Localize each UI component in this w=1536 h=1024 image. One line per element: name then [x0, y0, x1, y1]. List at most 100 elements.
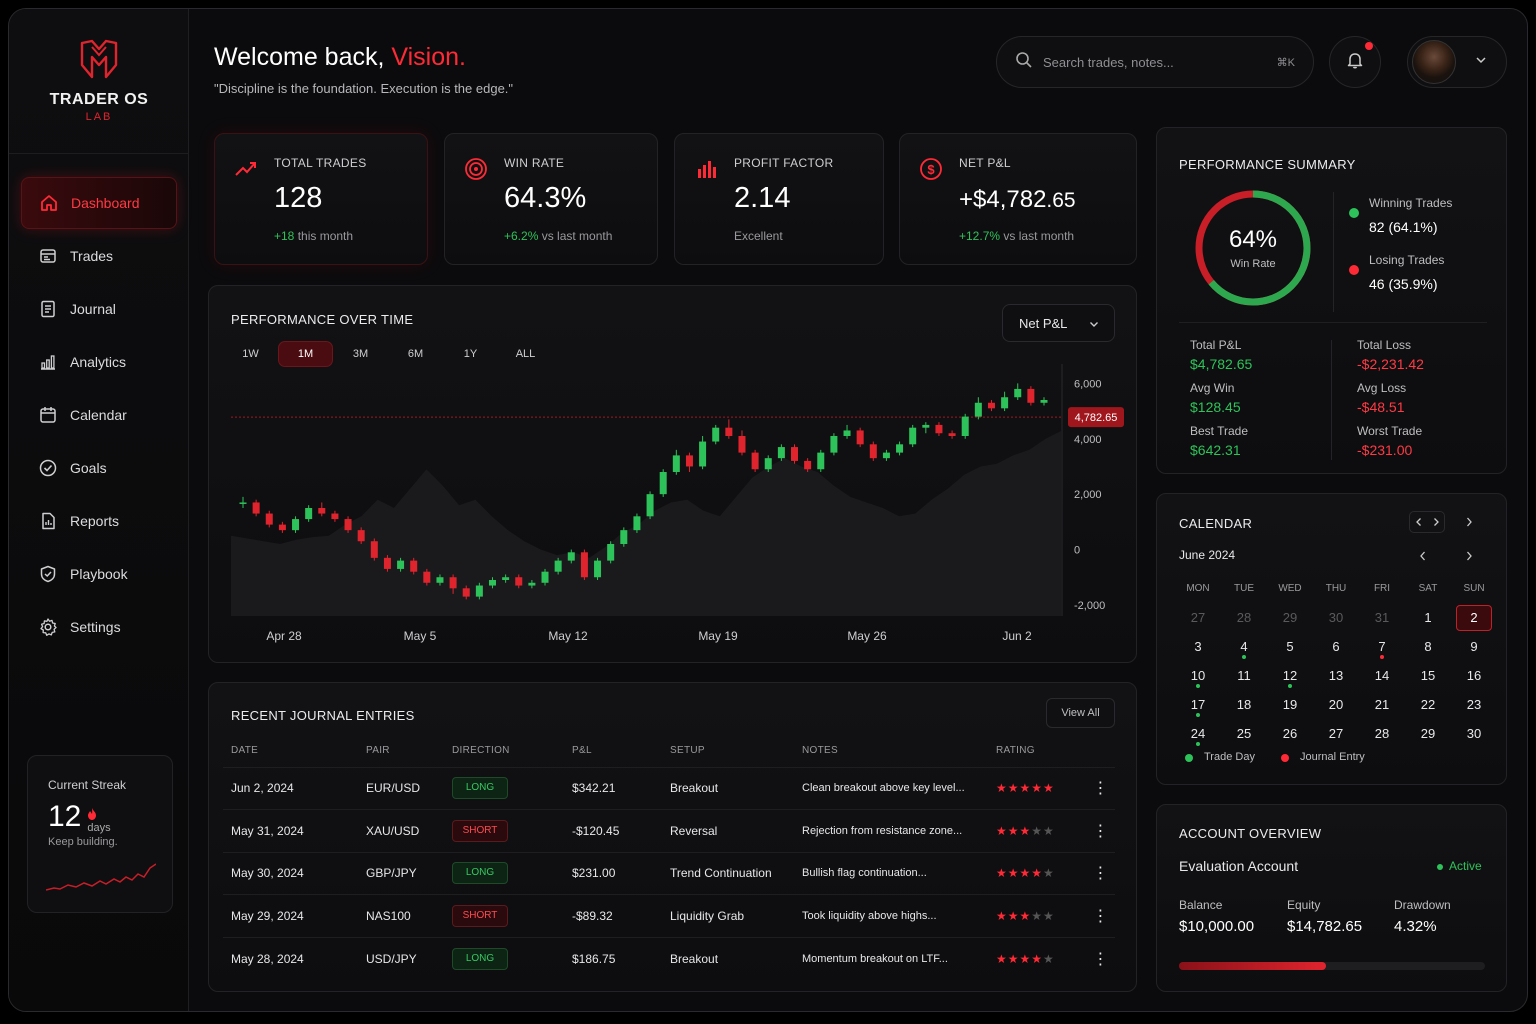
candle-body [646, 494, 654, 517]
candle-body [974, 402, 982, 417]
search-input[interactable] [1043, 54, 1277, 70]
sidebar-item-dashboard[interactable]: Dashboard [21, 177, 177, 229]
status-dot [1437, 864, 1443, 870]
calendar-day[interactable]: 27 [1175, 610, 1221, 625]
sidebar-item-analytics[interactable]: Analytics [21, 336, 177, 388]
table-row[interactable]: May 30, 2024 GBP/JPY LONG $231.00 Trend Cont… [223, 851, 1115, 895]
next-month-button[interactable] [1465, 549, 1473, 567]
calendar-day[interactable]: 11 [1221, 668, 1267, 683]
user-menu[interactable] [1407, 36, 1507, 88]
calendar-day[interactable]: 5 [1267, 639, 1313, 654]
calendar-day[interactable]: 25 [1221, 726, 1267, 741]
calendar-day[interactable]: 30 [1313, 610, 1359, 625]
chevron-left-icon[interactable] [1415, 517, 1423, 527]
sidebar-item-settings[interactable]: Settings [21, 601, 177, 653]
tab-1y[interactable]: 1Y [463, 348, 478, 360]
more-icon[interactable]: ⋮ [1092, 950, 1109, 968]
calendar-day[interactable]: 28 [1359, 726, 1405, 741]
chevron-right-icon[interactable] [1465, 515, 1473, 533]
calendar-day[interactable]: 27 [1313, 726, 1359, 741]
calendar-day[interactable]: 16 [1451, 668, 1497, 683]
stat-value: +$4,782.65 [959, 186, 1076, 213]
calendar-day[interactable]: 3 [1175, 639, 1221, 654]
table-row[interactable]: May 28, 2024 USD/JPY LONG $186.75 Breakout Mo… [223, 936, 1115, 980]
calendar-day[interactable]: 23 [1451, 697, 1497, 712]
sidebar-item-label: Playbook [70, 566, 128, 582]
tab-6m[interactable]: 6M [407, 348, 424, 360]
sidebar-item-journal[interactable]: Journal [21, 283, 177, 335]
calendar-day[interactable]: 10 [1175, 668, 1221, 688]
journal-table: DATE PAIR DIRECTION P&L SETUP NOTES RATI… [223, 735, 1115, 980]
prev-month-button[interactable] [1419, 549, 1427, 567]
calendar-day[interactable]: 13 [1313, 668, 1359, 683]
more-icon[interactable]: ⋮ [1092, 865, 1109, 883]
calendar-day[interactable]: 12 [1267, 668, 1313, 688]
more-icon[interactable]: ⋮ [1092, 907, 1109, 925]
calendar-day[interactable]: 17 [1175, 697, 1221, 717]
view-all-button[interactable]: View All [1046, 698, 1115, 728]
calendar-view-toggle[interactable] [1409, 511, 1445, 533]
sidebar-item-playbook[interactable]: Playbook [21, 548, 177, 600]
day-number: 11 [1237, 668, 1251, 683]
search-shortcut: ⌘K [1276, 56, 1295, 69]
calendar-day[interactable]: 2 [1456, 604, 1492, 631]
candle-body [594, 560, 602, 578]
calendar-day[interactable]: 14 [1359, 668, 1405, 683]
tab-1w[interactable]: 1W [242, 348, 259, 360]
table-row[interactable]: May 29, 2024 NAS100 SHORT -$89.32 Liquidity … [223, 894, 1115, 937]
calendar-day[interactable]: 9 [1451, 639, 1497, 654]
y-tick-label: 6,000 [1074, 378, 1102, 390]
tab-3m[interactable]: 3M [352, 348, 369, 360]
calendar-day[interactable]: 28 [1221, 610, 1267, 625]
candle-body [1027, 388, 1035, 403]
calendar-day[interactable]: 4 [1221, 639, 1267, 659]
calendar-day[interactable]: 1 [1405, 610, 1451, 625]
calendar-day[interactable]: 15 [1405, 668, 1451, 683]
candle-body [699, 441, 707, 467]
calendar-day[interactable]: 8 [1405, 639, 1451, 654]
calendar-day[interactable]: 29 [1405, 726, 1451, 741]
tab-all[interactable]: ALL [515, 348, 536, 360]
more-icon[interactable]: ⋮ [1092, 822, 1109, 840]
calendar-day[interactable]: 31 [1359, 610, 1405, 625]
candle-body [777, 447, 785, 459]
tab-1m[interactable]: 1M [278, 341, 333, 367]
trade-day-dot [1242, 655, 1246, 659]
cell-notes: Clean breakout above key level... [794, 766, 988, 810]
calendar-day[interactable]: 20 [1313, 697, 1359, 712]
table-row[interactable]: Jun 2, 2024 EUR/USD LONG $342.21 Breakout Cle… [223, 766, 1115, 810]
calendar-day[interactable]: 22 [1405, 697, 1451, 712]
candle-body [462, 588, 470, 597]
calendar-day[interactable]: 7 [1359, 639, 1405, 659]
sidebar-item-trades[interactable]: Trades [21, 230, 177, 282]
sidebar-item-goals[interactable]: Goals [21, 442, 177, 494]
table-row[interactable]: May 31, 2024 XAU/USD SHORT -$120.45 Reversal… [223, 809, 1115, 852]
sidebar-item-reports[interactable]: Reports [21, 495, 177, 547]
chevron-right-icon[interactable] [1432, 517, 1440, 527]
calendar-day[interactable]: 30 [1451, 726, 1497, 741]
win-rate-card: WIN RATE 64.3% +6.2% vs last month [444, 133, 658, 265]
chevron-down-icon[interactable] [1474, 53, 1488, 72]
notifications-button[interactable] [1329, 36, 1381, 88]
calendar-day[interactable]: 26 [1267, 726, 1313, 741]
calendar-day[interactable]: 21 [1359, 697, 1405, 712]
calendar-day[interactable]: 24 [1175, 726, 1221, 746]
sidebar-item-calendar[interactable]: Calendar [21, 389, 177, 441]
candle-body [764, 458, 772, 470]
search-box[interactable]: ⌘K [996, 36, 1314, 88]
sidebar-item-label: Reports [70, 513, 120, 529]
current-value-label: 4,782.65 [1075, 412, 1118, 424]
rating-stars: ★★★★★ [996, 908, 1055, 923]
candle-body [331, 513, 339, 520]
calendar-day[interactable]: 6 [1313, 639, 1359, 654]
candle-body [830, 436, 838, 453]
more-icon[interactable]: ⋮ [1092, 780, 1109, 798]
metric-dropdown[interactable]: Net P&L [1002, 304, 1115, 342]
losing-dot [1349, 265, 1359, 275]
calendar-day[interactable]: 18 [1221, 697, 1267, 712]
avatar[interactable] [1412, 40, 1456, 84]
calendar-day[interactable]: 29 [1267, 610, 1313, 625]
cell-setup: Liquidity Grab [662, 894, 794, 937]
calendar-day[interactable]: 19 [1267, 697, 1313, 712]
streak-unit: days [87, 822, 111, 834]
